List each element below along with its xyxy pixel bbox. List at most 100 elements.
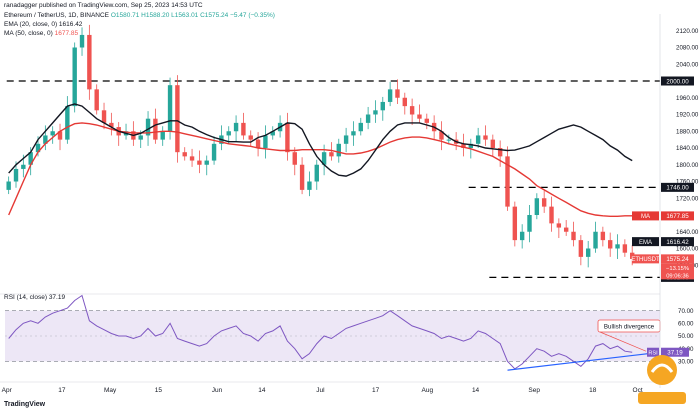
candle-body: [600, 231, 606, 241]
rsi-tick-label: 30.00: [678, 359, 694, 366]
candle-body: [43, 135, 48, 144]
price-label-sub: −13.15%: [666, 266, 689, 272]
candle-body: [13, 168, 19, 182]
price-label-name-box: [632, 254, 659, 264]
candle-body: [101, 110, 107, 123]
price-tick-label: 2080.00: [676, 45, 699, 52]
candle-body: [270, 131, 275, 136]
candle-body: [593, 231, 598, 249]
candle-body: [351, 131, 356, 136]
price-tick-label: 2040.00: [676, 61, 699, 68]
candle-body: [417, 114, 422, 119]
candle-body: [321, 152, 327, 165]
time-tick-label: 17: [58, 387, 66, 394]
price-tick-label: 1960.00: [676, 95, 699, 102]
candle-body: [175, 85, 180, 153]
candle-body: [519, 231, 525, 241]
price-tick-label: 1800.00: [676, 162, 699, 169]
level-label-box: [661, 182, 694, 192]
price-label-name: MA: [641, 214, 650, 220]
candle-body: [189, 156, 195, 161]
rsi-name: RSI: [648, 350, 658, 356]
candle-body: [409, 106, 415, 115]
candle-body: [358, 122, 363, 132]
candle-body: [365, 114, 371, 123]
price-tick-label: 1920.00: [676, 112, 699, 119]
price-tick-label: 1880.00: [676, 128, 699, 135]
candle-body: [109, 122, 114, 128]
candle-body: [248, 135, 253, 140]
candle-body: [497, 148, 503, 157]
price-tick-label: 1640.00: [676, 229, 699, 236]
candle-body: [563, 227, 569, 232]
time-tick-label: Jun: [212, 387, 223, 394]
time-tick-label: May: [104, 387, 117, 394]
candle-body: [336, 143, 341, 157]
candle-body: [490, 139, 496, 148]
candle-body: [21, 164, 26, 169]
candle-body: [387, 89, 393, 102]
candle-body: [395, 89, 400, 98]
price-label-name: ETHUSDT: [631, 257, 660, 263]
candle-body: [233, 122, 239, 132]
candle-body: [204, 160, 209, 165]
candle-body: [94, 89, 99, 111]
candle-body: [505, 156, 510, 207]
candle-body: [138, 135, 143, 140]
symbol-name: Ethereum / TetherUS, 1D, BINANCE: [4, 12, 110, 19]
candle-body: [607, 240, 613, 249]
ema-legend[interactable]: EMA (20, close, 0) 1616.42: [4, 21, 82, 29]
candle-body: [585, 248, 591, 257]
candle-body: [182, 152, 187, 157]
price-tick-label: 1840.00: [676, 145, 699, 152]
time-tick-label: 14: [472, 387, 480, 394]
price-label-name-box: [632, 237, 659, 247]
candle-body: [197, 160, 202, 165]
time-tick-label: Sep: [528, 387, 540, 394]
level-label: 1746.00: [666, 185, 689, 192]
time-tick-label: 18: [589, 387, 597, 394]
candle-body: [263, 135, 268, 148]
rsi-tick-label: 50.00: [678, 333, 694, 340]
candle-body: [439, 131, 444, 140]
ma-label: MA (50, close, 0): [4, 30, 53, 37]
time-tick-label: 15: [155, 387, 163, 394]
candle-body: [527, 215, 532, 232]
candle-body: [483, 135, 488, 140]
rsi-value-label: 37.19: [667, 349, 683, 356]
candle-body: [380, 101, 385, 111]
ma-legend[interactable]: MA (50, close, 0) 1677.85: [4, 30, 78, 38]
rsi-legend[interactable]: RSI (14, close) 37.19: [4, 294, 65, 302]
price-label-box: [661, 237, 694, 247]
rsi-name-box: [647, 347, 659, 357]
ema-value: 1616.42: [58, 21, 83, 28]
candle-body: [145, 118, 151, 136]
candle-body: [292, 152, 297, 165]
tradingview-brand[interactable]: TradingView: [4, 401, 46, 408]
rsi-label: RSI (14, close): [4, 294, 47, 301]
candle-body: [578, 240, 584, 257]
annotation-pointer: [599, 331, 647, 352]
ema-label: EMA (20, close, 0): [4, 21, 58, 28]
ema20-line: [8, 103, 633, 177]
candle-body: [329, 152, 334, 157]
candle-body: [343, 135, 349, 144]
candle-body: [402, 97, 407, 107]
price-pane: [6, 24, 660, 279]
price-tick-label: 1760.00: [676, 179, 699, 186]
candle-body: [255, 139, 261, 148]
rsi-line: [8, 294, 633, 370]
candle-body: [28, 152, 33, 165]
candle-body: [79, 34, 85, 48]
candle-body: [72, 47, 77, 107]
annotation-text: Bullish divergence: [604, 324, 655, 331]
price-label-sub: 09:06:36: [666, 273, 689, 279]
candle-body: [57, 131, 63, 140]
time-tick-label: Jul: [316, 387, 325, 394]
candle-body: [307, 181, 312, 190]
candle-body: [541, 198, 547, 207]
symbol-line: Ethereum / TetherUS, 1D, BINANCE O1580.7…: [4, 12, 275, 20]
ma-value: 1677.85: [54, 30, 79, 37]
candle-body: [468, 143, 474, 148]
price-label-value: 1677.85: [666, 213, 689, 220]
